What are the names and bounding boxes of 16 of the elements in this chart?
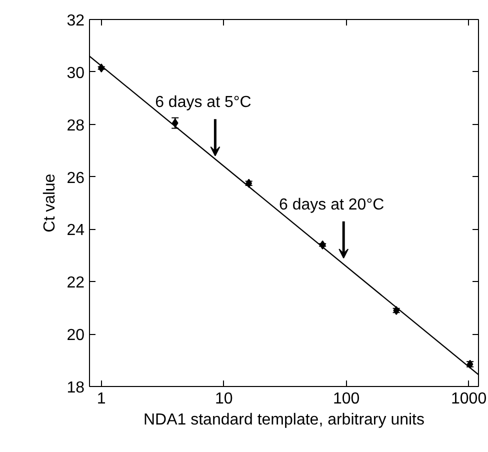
y-tick-label: 22 xyxy=(66,274,85,292)
y-tick-label: 28 xyxy=(66,117,85,134)
x-tick-label: 1 xyxy=(96,390,106,408)
x-axis-title: NDA1 standard template, arbitrary units xyxy=(143,412,425,428)
y-axis-title: Ct value xyxy=(42,174,59,232)
x-tick-label: 10 xyxy=(214,390,233,408)
annotation: 6 days at 20°C xyxy=(279,196,384,214)
x-tick-label: 1000 xyxy=(451,390,487,408)
y-tick-label: 18 xyxy=(66,380,85,396)
y-tick-label: 30 xyxy=(66,64,85,82)
x-tick-label: 100 xyxy=(332,390,360,408)
y-tick-label: 26 xyxy=(66,170,85,187)
y-tick-label: 20 xyxy=(66,327,85,344)
y-tick-label: 32 xyxy=(66,12,85,30)
y-tick-label: 24 xyxy=(66,222,85,240)
annotation: 6 days at 5°C xyxy=(155,94,252,112)
